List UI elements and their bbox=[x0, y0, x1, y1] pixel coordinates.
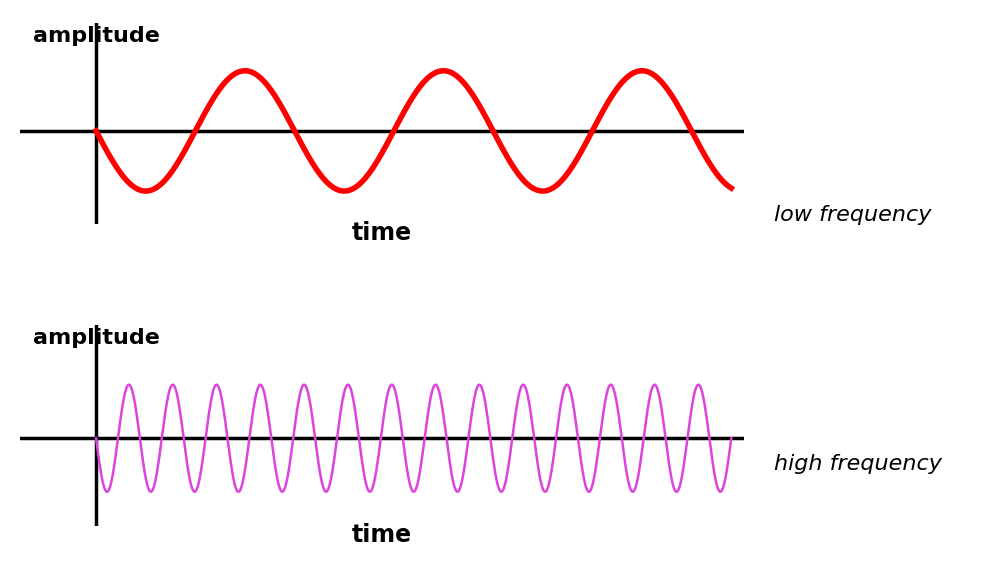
Text: time: time bbox=[352, 221, 412, 245]
Text: high frequency: high frequency bbox=[774, 454, 941, 474]
Text: low frequency: low frequency bbox=[774, 205, 931, 225]
Text: time: time bbox=[352, 523, 412, 547]
Text: amplitude: amplitude bbox=[33, 328, 160, 348]
Text: amplitude: amplitude bbox=[33, 25, 160, 46]
